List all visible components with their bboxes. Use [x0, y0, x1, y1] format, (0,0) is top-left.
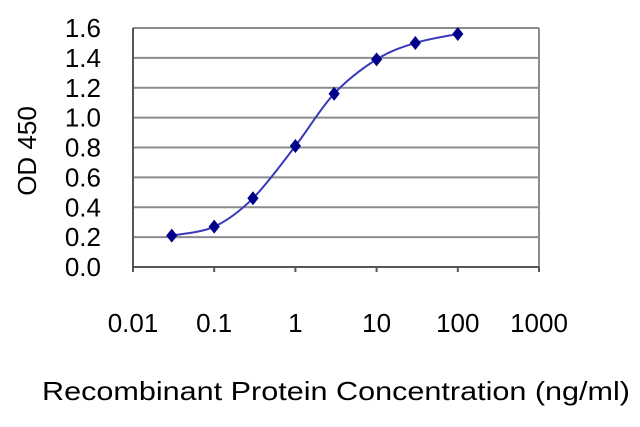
y-tick-label: 0.0: [65, 252, 101, 282]
y-tick-label: 1.2: [65, 73, 101, 103]
x-tick-label: 100: [436, 308, 479, 338]
fit-curve: [171, 32, 459, 237]
y-tick-label: 1.4: [65, 43, 101, 73]
x-axis-ticks: 0.01 0.1 1 10 100 1000: [108, 267, 568, 338]
data-point-diamond: [328, 86, 340, 101]
x-tick-label: 1: [288, 308, 302, 338]
data-point-diamond: [166, 228, 178, 243]
x-tick-label: 1000: [510, 308, 568, 338]
data-point-diamond: [371, 52, 383, 67]
y-axis-title: OD 450: [12, 106, 42, 196]
x-tick-label: 10: [362, 308, 391, 338]
plot-frame: [132, 28, 540, 268]
x-tick-label: 0.1: [196, 308, 232, 338]
y-axis-ticks: 0.00.20.40.60.81.01.21.41.6: [65, 13, 101, 282]
data-points: [166, 26, 464, 243]
y-tick-label: 1.6: [65, 13, 101, 43]
data-point-diamond: [452, 26, 464, 41]
gridlines: [133, 27, 539, 268]
y-tick-label: 0.6: [65, 162, 101, 192]
data-point-diamond: [208, 219, 220, 234]
y-tick-label: 1.0: [65, 103, 101, 133]
data-point-diamond: [289, 139, 301, 154]
x-tick-label: 0.01: [108, 308, 159, 338]
data-point-diamond: [409, 35, 421, 50]
y-tick-label: 0.2: [65, 222, 101, 252]
x-axis-title: Recombinant Protein Concentration (ng/ml…: [42, 376, 630, 406]
data-point-diamond: [247, 191, 259, 206]
fit-curve-group: [171, 32, 459, 237]
y-tick-label: 0.8: [65, 133, 101, 163]
y-tick-label: 0.4: [65, 192, 101, 222]
